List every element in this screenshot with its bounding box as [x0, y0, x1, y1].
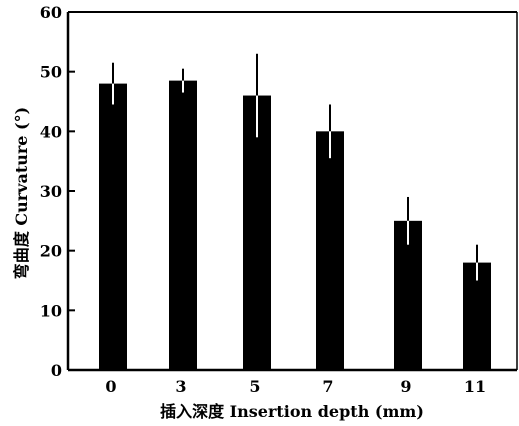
- bar-3: [169, 80, 197, 370]
- y-tick-label-5: 50: [40, 63, 62, 82]
- y-tick-label-6: 60: [40, 3, 62, 22]
- x-tick-label-7: 7: [322, 377, 333, 396]
- x-tick-label-11: 11: [464, 377, 486, 396]
- y-axis-ticks: 0 10 20 30 40 50 60: [40, 3, 75, 380]
- bar-5: [243, 95, 271, 371]
- x-tick-label-9: 9: [400, 377, 411, 396]
- y-tick-label-3: 30: [40, 182, 62, 201]
- x-tick-label-5: 5: [249, 377, 260, 396]
- bars-group: [99, 80, 491, 371]
- x-axis-label: 插入深度 Insertion depth (mm): [160, 402, 424, 421]
- y-axis-label: 弯曲度 Curvature (°): [12, 107, 31, 279]
- x-axis-ticks: 0 3 5 7 9 11: [105, 377, 486, 396]
- plot-frame: [66, 11, 518, 372]
- bar-0: [99, 83, 127, 370]
- x-tick-label-0: 0: [105, 377, 116, 396]
- y-tick-label-2: 20: [40, 242, 62, 261]
- y-tick-label-0: 0: [51, 361, 62, 380]
- bar-7: [316, 131, 344, 370]
- x-tick-label-3: 3: [175, 377, 186, 396]
- bar-9: [394, 220, 422, 370]
- error-bars-group: [112, 53, 478, 281]
- y-tick-label-1: 10: [40, 301, 62, 320]
- y-tick-label-4: 40: [40, 122, 62, 141]
